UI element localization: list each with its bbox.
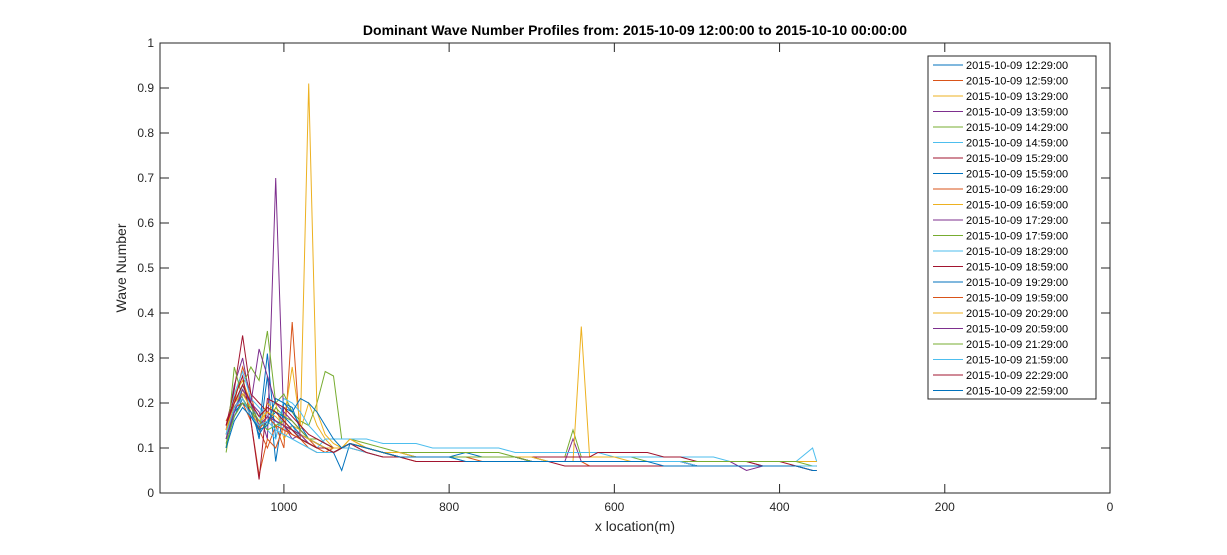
legend-label: 2015-10-09 15:29:00 bbox=[966, 153, 1068, 165]
x-tick-label: 600 bbox=[604, 500, 624, 514]
legend-box bbox=[927, 55, 1097, 400]
legend-label: 2015-10-09 14:29:00 bbox=[966, 122, 1068, 134]
y-tick-label: 0.8 bbox=[137, 126, 154, 140]
legend-label: 2015-10-09 18:59:00 bbox=[966, 262, 1068, 274]
y-tick-label: 0 bbox=[147, 486, 154, 500]
x-tick-label: 0 bbox=[1107, 500, 1114, 514]
y-tick-label: 0.6 bbox=[137, 216, 154, 230]
legend: 2015-10-09 12:29:00 2015-10-09 12:59:00 20… bbox=[927, 55, 1097, 400]
legend-entries: 2015-10-09 12:29:00 2015-10-09 12:59:00 20… bbox=[933, 60, 1068, 398]
legend-label: 2015-10-09 16:29:00 bbox=[966, 184, 1068, 196]
legend-label: 2015-10-09 21:59:00 bbox=[966, 355, 1068, 367]
chart-title: Dominant Wave Number Profiles from: 2015… bbox=[363, 22, 907, 38]
legend-label: 2015-10-09 13:29:00 bbox=[966, 91, 1068, 103]
legend-label: 2015-10-09 18:29:00 bbox=[966, 246, 1068, 258]
legend-label: 2015-10-09 12:59:00 bbox=[966, 76, 1068, 88]
legend-label: 2015-10-09 17:59:00 bbox=[966, 231, 1068, 243]
x-tick-label: 200 bbox=[935, 500, 955, 514]
x-axis-label: x location(m) bbox=[595, 518, 675, 534]
legend-label: 2015-10-09 12:29:00 bbox=[966, 60, 1068, 72]
y-tick-label: 0.2 bbox=[137, 396, 154, 410]
legend-label: 2015-10-09 19:59:00 bbox=[966, 293, 1068, 305]
legend-label: 2015-10-09 20:29:00 bbox=[966, 308, 1068, 320]
y-tick-label: 0.1 bbox=[137, 441, 154, 455]
legend-label: 2015-10-09 22:59:00 bbox=[966, 386, 1068, 398]
legend-label: 2015-10-09 21:29:00 bbox=[966, 339, 1068, 351]
y-tick-label: 0.7 bbox=[137, 171, 154, 185]
y-tick-label: 0.4 bbox=[137, 306, 154, 320]
y-axis-ticks: 0 0.1 0.2 0.3 0.4 0.5 0.6 0.7 0.8 0.9 1 bbox=[137, 36, 1110, 500]
x-tick-label: 400 bbox=[770, 500, 790, 514]
y-tick-label: 0.5 bbox=[137, 261, 154, 275]
series-line-22 bbox=[225, 397, 817, 471]
legend-label: 2015-10-09 15:59:00 bbox=[966, 169, 1068, 181]
legend-label: 2015-10-09 17:29:00 bbox=[966, 215, 1068, 227]
legend-label: 2015-10-09 14:59:00 bbox=[966, 138, 1068, 150]
x-tick-label: 800 bbox=[439, 500, 459, 514]
y-tick-label: 1 bbox=[147, 36, 154, 50]
y-tick-label: 0.9 bbox=[137, 81, 154, 95]
legend-label: 2015-10-09 20:59:00 bbox=[966, 324, 1068, 336]
y-axis-label: Wave Number bbox=[113, 223, 129, 312]
legend-label: 2015-10-09 16:59:00 bbox=[966, 200, 1068, 212]
x-tick-label: 1000 bbox=[271, 500, 298, 514]
legend-label: 2015-10-09 22:29:00 bbox=[966, 370, 1068, 382]
y-tick-label: 0.3 bbox=[137, 351, 154, 365]
legend-label: 2015-10-09 13:59:00 bbox=[966, 107, 1068, 119]
series-layer bbox=[225, 83, 818, 480]
legend-label: 2015-10-09 19:29:00 bbox=[966, 277, 1068, 289]
x-axis-ticks: 1000 800 600 400 200 0 bbox=[271, 43, 1114, 514]
